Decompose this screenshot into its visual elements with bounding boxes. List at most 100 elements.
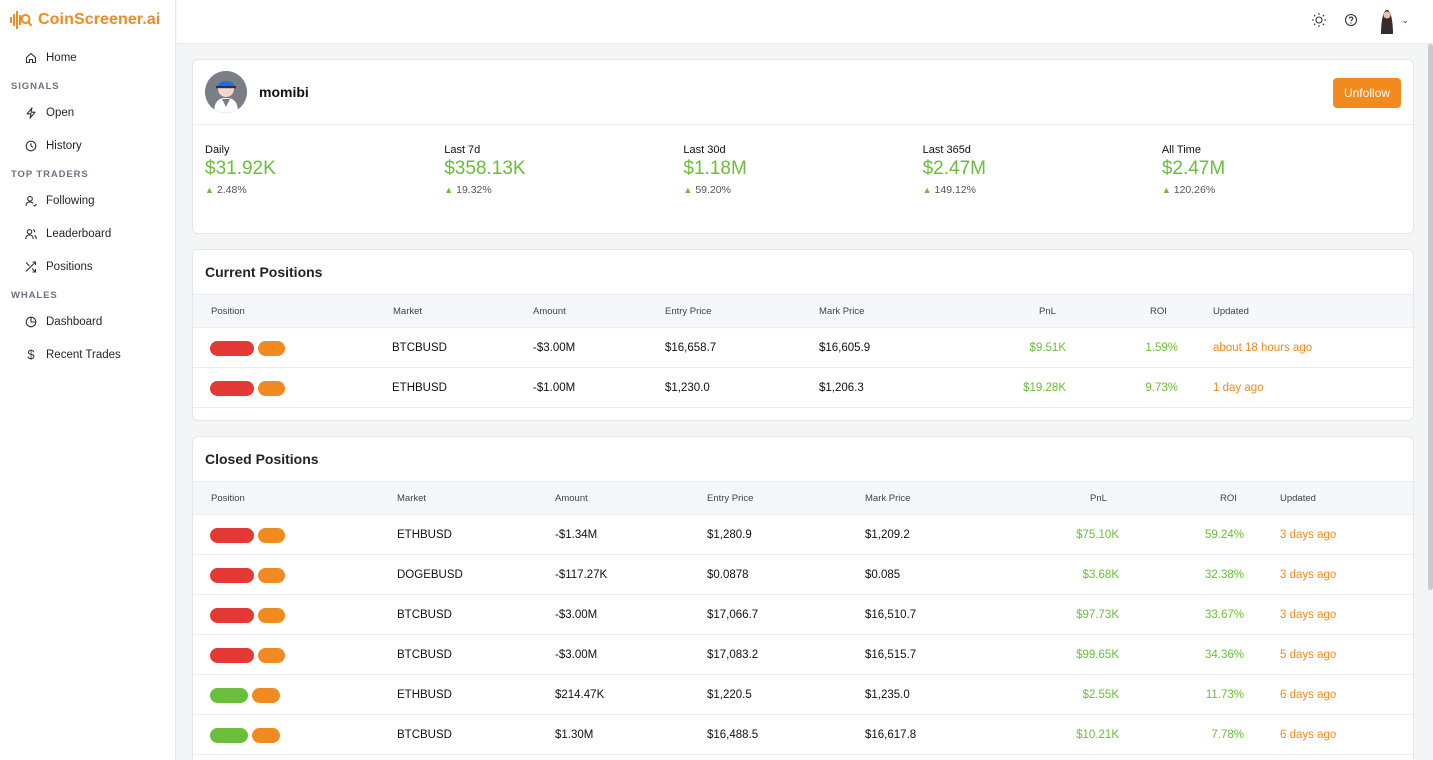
side-badge: SHORT [210,567,254,593]
sidebar-item-following[interactable]: Following [0,184,175,217]
sidebar-item-history[interactable]: History [0,129,175,162]
stat-block: Last 7d $358.13K ▲ 19.32% [444,144,683,196]
updated-cell: 6 days ago [1280,729,1337,741]
column-header[interactable]: Position [211,306,245,317]
amount-cell: $1.30M [555,729,594,741]
side-badge: SHORT [210,340,254,366]
page-scrollbar[interactable] [1428,44,1433,590]
roi-cell: 34.36% [1204,649,1244,661]
sidebar-item-label: History [46,139,82,152]
pnl-cell: $97.73K [1076,609,1119,621]
market-cell: BTCBUSD [392,342,447,354]
table-row[interactable]: SHORT 10x BTCBUSD -$3.00M $16,658.7 $16,605.9… [193,328,1413,368]
triangle-up-icon: ▲ [683,185,693,195]
stat-change: ▲ 19.32% [444,184,683,196]
column-header[interactable]: Position [211,493,245,504]
mark-price-cell: $16,605.9 [819,342,871,354]
column-header[interactable]: ROI [1220,493,1237,504]
column-header[interactable]: PnL [1039,306,1056,317]
position-cell: SHORT 10x [210,328,289,368]
sidebar-item-label: Leaderboard [46,227,112,240]
sidebar-item-label: Following [46,194,95,207]
triangle-up-icon: ▲ [1161,185,1171,195]
sidebar-item-leaderboard[interactable]: Leaderboard [0,217,175,250]
table-row[interactable]: SHORT 10x BTCBUSD -$3.00M $17,066.7 $16,510.7… [193,595,1413,635]
stat-change-value: 149.12% [934,184,976,196]
column-header[interactable]: Mark Price [865,493,911,504]
column-header[interactable]: Amount [555,493,588,504]
sidebar-item-dashboard[interactable]: Dashboard [0,305,175,338]
updated-cell: 5 days ago [1280,649,1337,661]
amount-cell: $214.47K [555,689,605,701]
mark-price-cell: $16,515.7 [865,649,917,661]
entry-price-cell: $1,280.9 [707,529,752,541]
current-positions-card: Current Positions Position Market Amount En… [192,249,1414,421]
position-cell: LONG 10x [210,675,284,715]
roi-cell: 11.73% [1205,689,1244,701]
market-cell: ETHBUSD [397,529,452,541]
section-label-signals: SIGNALS [11,81,60,92]
column-header[interactable]: Entry Price [665,306,712,317]
users-icon [24,227,38,241]
closed-positions-title: Closed Positions [205,451,319,467]
lightning-icon [24,106,38,120]
column-header[interactable]: PnL [1090,493,1107,504]
updated-cell: 3 days ago [1280,529,1337,541]
user-follow-icon [24,194,38,208]
column-header[interactable]: Mark Price [819,306,865,317]
side-badge: SHORT [210,380,254,406]
roi-cell: 1.59% [1145,342,1178,354]
position-cell: SHORT 10x [210,368,289,408]
triangle-up-icon: ▲ [922,185,932,195]
trader-avatar [205,71,247,113]
mark-price-cell: $16,617.8 [865,729,917,741]
stat-block: Daily $31.92K ▲ 2.48% [205,144,444,196]
sun-icon[interactable] [1310,11,1328,29]
side-badge: SHORT [210,607,254,633]
table-row[interactable]: SHORT 10x ETHBUSD -$1.00M $1,230.0 $1,206.3 $1… [193,368,1413,408]
stat-change: ▲ 2.48% [205,184,444,196]
stat-block: Last 365d $2.47M ▲ 149.12% [923,144,1162,196]
user-avatar[interactable] [1376,6,1399,34]
column-header[interactable]: Entry Price [707,493,754,504]
shuffle-icon [24,260,38,274]
closed-positions-card: Closed Positions Position Market Amount Ent… [192,436,1414,760]
stat-change-value: 19.32% [456,184,492,196]
help-icon[interactable] [1342,11,1360,29]
market-cell: BTCBUSD [397,649,452,661]
column-header[interactable]: ROI [1150,306,1167,317]
trader-name: momibi [259,84,309,100]
chevron-down-icon[interactable]: ⌄ [1401,14,1409,25]
entry-price-cell: $17,083.2 [707,649,759,661]
entry-price-cell: $16,488.5 [707,729,759,741]
side-badge: LONG [210,687,249,713]
column-header[interactable]: Amount [533,306,566,317]
unfollow-button[interactable]: Unfollow [1332,78,1401,108]
sidebar-item-home[interactable]: Home [0,41,175,74]
entry-price-cell: $1,230.0 [665,382,710,394]
column-header[interactable]: Updated [1213,306,1249,317]
sidebar: CoinScreener.ai Home SIGNALS Open Histor… [0,0,176,760]
column-header[interactable]: Market [393,306,423,317]
sidebar-item-recent-trades[interactable]: $ Recent Trades [0,338,175,371]
stat-label: Last 7d [444,144,481,156]
table-row[interactable]: SHORT 10x ETHBUSD -$1.34M $1,280.9 $1,209.2 $7… [193,515,1413,555]
clock-icon [24,139,38,153]
table-row[interactable]: LONG 10x BTCBUSD $1.30M $16,488.5 $16,617.8 $1… [193,715,1413,755]
pie-chart-icon [24,315,38,329]
stat-change-value: 120.26% [1173,184,1216,196]
closed-positions-table-header: Position Market Amount Entry Price Mark Pric… [193,481,1413,515]
table-row[interactable]: SHORT 10x DOGEBUSD -$117.27K $0.0878 $0.085 $3… [193,555,1413,595]
table-row[interactable]: LONG 10x ETHBUSD $214.47K $1,220.5 $1,235.0 $2… [193,675,1413,715]
stat-label: Daily [205,144,230,156]
column-header[interactable]: Updated [1280,493,1316,504]
table-row[interactable]: SHORT 10x BTCBUSD -$3.00M $17,083.2 $16,515.7… [193,635,1413,675]
position-cell: SHORT 10x [210,555,289,595]
leverage-badge: 10x [257,380,286,406]
sidebar-item-positions[interactable]: Positions [0,250,175,283]
sidebar-item-label: Home [46,51,77,64]
column-header[interactable]: Market [397,493,427,504]
market-cell: ETHBUSD [397,689,452,701]
logo[interactable]: CoinScreener.ai [0,0,175,40]
sidebar-item-open[interactable]: Open [0,96,175,129]
